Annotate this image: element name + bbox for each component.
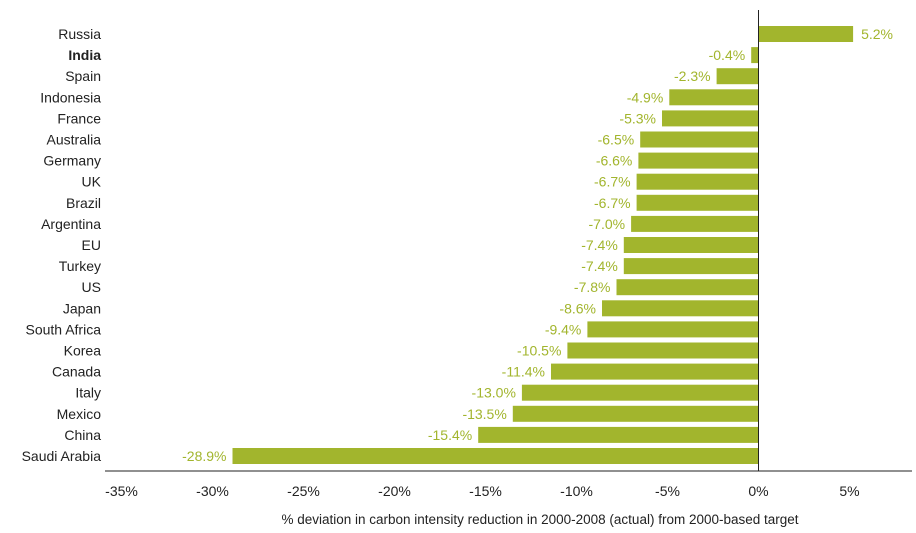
category-label-us: US bbox=[82, 279, 101, 295]
bar-canada bbox=[551, 363, 759, 380]
value-label-italy: -13.0% bbox=[472, 385, 516, 401]
category-label-australia: Australia bbox=[47, 132, 102, 148]
x-tick-label: -5% bbox=[655, 483, 680, 499]
category-label-turkey: Turkey bbox=[59, 258, 101, 274]
bar-germany bbox=[638, 152, 759, 169]
x-tick-label: -20% bbox=[378, 483, 411, 499]
value-label-uk: -6.7% bbox=[594, 174, 631, 190]
value-label-japan: -8.6% bbox=[559, 300, 596, 316]
x-tick-label: -10% bbox=[560, 483, 593, 499]
value-label-brazil: -6.7% bbox=[594, 195, 631, 211]
value-label-argentina: -7.0% bbox=[589, 216, 626, 232]
category-label-indonesia: Indonesia bbox=[40, 89, 101, 105]
bar-india bbox=[751, 47, 759, 64]
bar-china bbox=[478, 426, 759, 443]
axes-group bbox=[105, 10, 912, 472]
category-label-russia: Russia bbox=[58, 26, 101, 42]
bar-indonesia bbox=[669, 89, 759, 106]
bar-turkey bbox=[623, 258, 759, 275]
x-tick-label: -25% bbox=[287, 483, 320, 499]
x-tick-label: 0% bbox=[748, 483, 768, 499]
value-label-eu: -7.4% bbox=[581, 237, 618, 253]
category-label-spain: Spain bbox=[65, 68, 101, 84]
x-tick-label: 5% bbox=[839, 483, 859, 499]
value-label-korea: -10.5% bbox=[517, 343, 561, 359]
value-labels: 5.2% -0.4% -2.3% -4.9% -5.3% -6.5% -6.6% -6.7% -… bbox=[182, 26, 893, 464]
value-label-france: -5.3% bbox=[619, 110, 656, 126]
x-tick-labels: -35% -30% -25% -20% -15% -10% -5% 0% 5% bbox=[105, 483, 859, 499]
bar-saudi-arabia bbox=[232, 448, 759, 464]
value-label-us: -7.8% bbox=[574, 279, 611, 295]
category-label-italy: Italy bbox=[75, 385, 101, 401]
bar-argentina bbox=[631, 215, 759, 232]
category-label-argentina: Argentina bbox=[41, 216, 101, 232]
category-label-mexico: Mexico bbox=[57, 406, 102, 422]
category-label-japan: Japan bbox=[63, 300, 101, 316]
bar-spain bbox=[716, 68, 759, 85]
category-label-brazil: Brazil bbox=[66, 195, 101, 211]
bar-mexico bbox=[512, 405, 759, 422]
category-label-france: France bbox=[57, 110, 101, 126]
bar-australia bbox=[640, 131, 759, 148]
value-label-germany: -6.6% bbox=[596, 153, 633, 169]
value-label-spain: -2.3% bbox=[674, 68, 711, 84]
value-label-saudi-arabia: -28.9% bbox=[182, 448, 226, 464]
bar-south-africa bbox=[587, 321, 759, 338]
bar-japan bbox=[602, 300, 759, 317]
category-label-china: China bbox=[64, 427, 101, 443]
bar-korea bbox=[567, 342, 759, 359]
category-label-india: India bbox=[68, 47, 101, 63]
bar-us bbox=[616, 279, 759, 296]
x-axis-title: % deviation in carbon intensity reductio… bbox=[281, 512, 798, 527]
bar-italy bbox=[521, 384, 759, 401]
x-tick-label: -30% bbox=[196, 483, 229, 499]
value-label-russia: 5.2% bbox=[861, 26, 893, 42]
category-labels: Russia India Spain Indonesia France Australia… bbox=[22, 26, 102, 464]
bar-uk bbox=[636, 173, 759, 190]
value-label-indonesia: -4.9% bbox=[627, 89, 664, 105]
category-label-south-africa: South Africa bbox=[26, 321, 102, 337]
value-label-turkey: -7.4% bbox=[581, 258, 618, 274]
value-label-australia: -6.5% bbox=[598, 132, 635, 148]
bar-russia bbox=[758, 26, 854, 42]
category-label-korea: Korea bbox=[64, 343, 102, 359]
category-label-uk: UK bbox=[82, 174, 102, 190]
bar-eu bbox=[623, 237, 759, 253]
value-label-south-africa: -9.4% bbox=[545, 321, 582, 337]
bar-brazil bbox=[636, 194, 759, 211]
category-label-eu: EU bbox=[82, 237, 101, 253]
value-label-china: -15.4% bbox=[428, 427, 472, 443]
value-label-canada: -11.4% bbox=[502, 364, 545, 380]
x-tick-label: -15% bbox=[469, 483, 502, 499]
category-label-canada: Canada bbox=[52, 364, 101, 380]
x-tick-label: -35% bbox=[105, 483, 138, 499]
value-label-india: -0.4% bbox=[709, 47, 746, 63]
bars-group bbox=[232, 26, 854, 464]
value-label-mexico: -13.5% bbox=[462, 406, 506, 422]
category-label-saudi-arabia: Saudi Arabia bbox=[22, 448, 102, 464]
bar-france bbox=[662, 110, 759, 127]
category-label-germany: Germany bbox=[43, 153, 101, 169]
